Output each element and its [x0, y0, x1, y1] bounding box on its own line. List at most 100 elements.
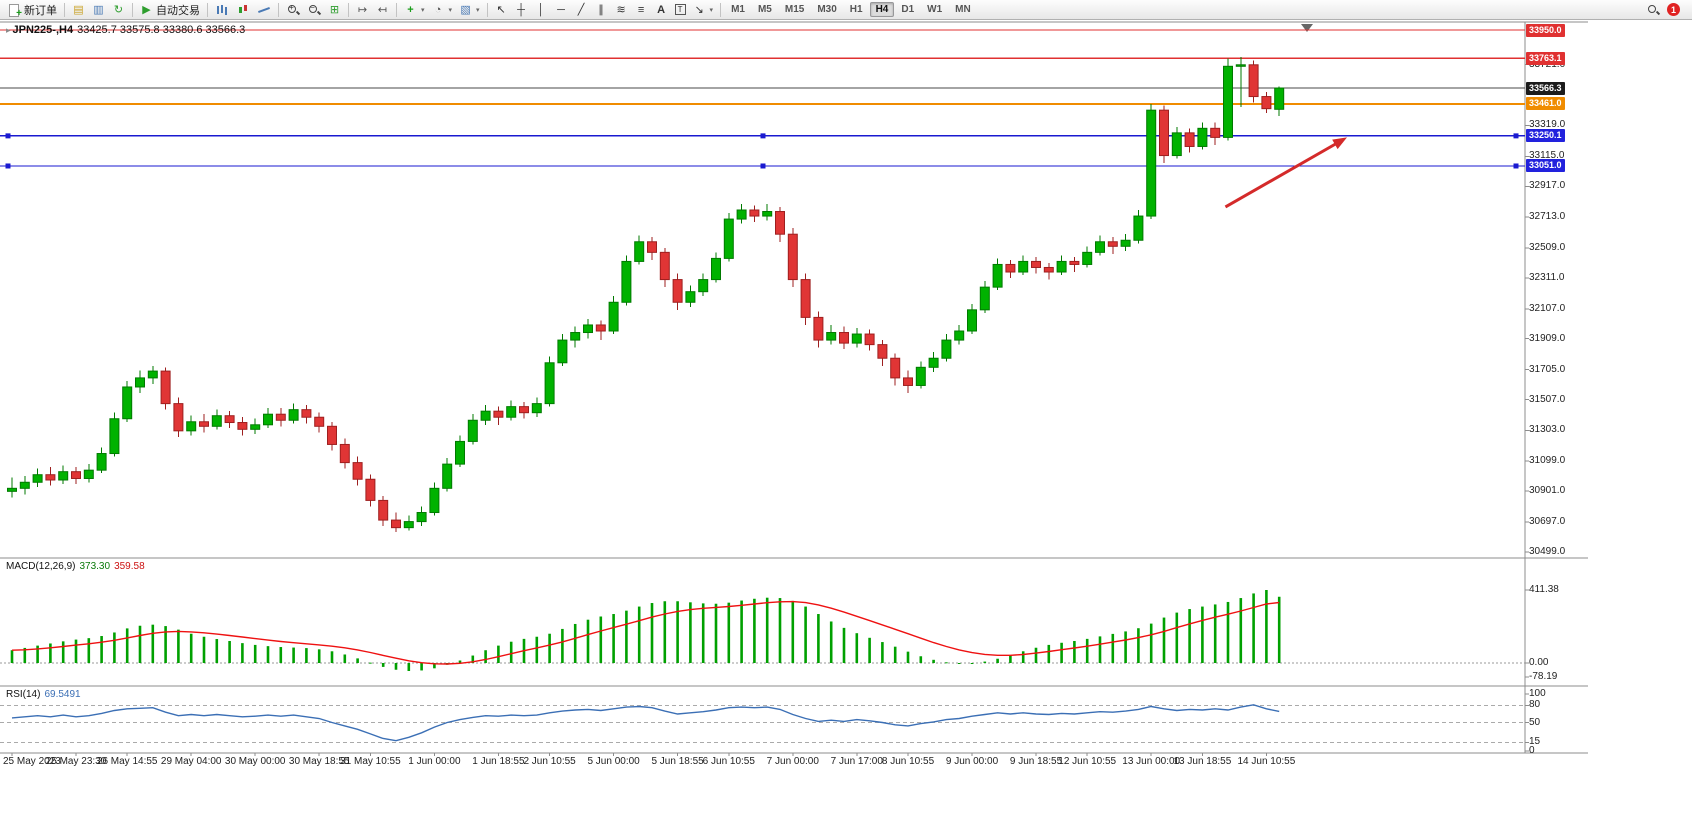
timeframe-h1-button[interactable]: H1	[849, 4, 863, 15]
macd-bar	[945, 662, 948, 664]
timeframe-m15-button[interactable]: M15	[784, 4, 805, 15]
macd-bar	[689, 602, 692, 663]
text-button[interactable]: A	[652, 1, 671, 19]
macd-bar	[433, 663, 436, 669]
text-label-button[interactable]: T	[672, 1, 689, 19]
price-tick-label: 31099.0	[1529, 455, 1566, 467]
fibonacci-button[interactable]: ≋	[612, 1, 631, 19]
horizontal-line-button[interactable]: ─	[552, 1, 571, 19]
timeframe-m1-button[interactable]: M1	[731, 4, 745, 15]
line-chart-type-button[interactable]	[254, 1, 274, 19]
line-handle[interactable]	[5, 133, 11, 139]
macd-bar	[279, 647, 283, 663]
macd-histogram	[10, 590, 1281, 671]
arrow-tools-button[interactable]: ↘ ▾	[690, 1, 717, 19]
macd-bar	[1162, 617, 1166, 663]
candle-body	[263, 413, 273, 426]
bar-chart-type-icon	[215, 3, 229, 17]
channel-button[interactable]: ∥	[592, 1, 611, 19]
macd-bar	[215, 639, 219, 663]
cursor-button[interactable]: ↖	[492, 1, 511, 19]
line-handle[interactable]	[760, 163, 766, 169]
timeframe-m5-button[interactable]: M5	[757, 4, 772, 15]
macd-bar	[970, 663, 974, 664]
time-axis-label: 30 May 00:00	[224, 756, 286, 767]
macd-bar	[177, 629, 180, 663]
tile-windows-button[interactable]: ⊞	[325, 1, 344, 19]
notification-badge[interactable]: 1	[1667, 3, 1680, 16]
line-handle[interactable]	[760, 133, 766, 139]
candle-body	[467, 419, 478, 442]
vertical-line-icon: │	[537, 3, 545, 16]
auto-trading-button[interactable]: ▶ 自动交易	[137, 1, 203, 19]
macd-bar	[1213, 604, 1217, 663]
dropdown-caret-icon: ▾	[421, 6, 425, 14]
trend-arrow-head[interactable]	[1332, 137, 1347, 150]
periods-button[interactable]: ◔ ▾	[429, 1, 456, 19]
templates-icon: ▧	[460, 3, 471, 16]
toolbar-separator	[720, 2, 722, 17]
macd-bar	[484, 650, 487, 663]
candle-body	[211, 415, 222, 427]
toolbar-separator	[64, 2, 65, 17]
macd-bar	[906, 651, 910, 663]
macd-bar	[420, 663, 423, 671]
timeframe-w1-button[interactable]: W1	[927, 4, 943, 15]
refresh-button[interactable]: ↻	[109, 1, 128, 19]
candle-body	[915, 366, 926, 386]
line-handle[interactable]	[1513, 133, 1519, 139]
new-order-label: 新订单	[24, 4, 57, 17]
trend-arrow[interactable]	[1224, 139, 1343, 209]
crosshair-button[interactable]: ┼	[512, 1, 531, 19]
macd-bar	[138, 625, 142, 663]
candle-body	[608, 301, 619, 332]
line-handle[interactable]	[5, 163, 11, 169]
candle-body	[403, 521, 414, 529]
chart-profile-button[interactable]: ▤	[69, 1, 88, 19]
timeframe-mn-button[interactable]: MN	[955, 4, 971, 15]
candle-chart-type-button[interactable]	[233, 1, 253, 19]
macd-bar	[881, 642, 884, 663]
timeframe-m30-button[interactable]: M30	[817, 4, 837, 15]
chart-shift-button[interactable]: ↤	[373, 1, 392, 19]
fibonacci-icon: ≋	[616, 3, 626, 16]
rsi-scale-label: 50	[1529, 716, 1541, 728]
candle-body	[275, 413, 286, 421]
market-watch-button[interactable]: ▥	[89, 1, 108, 19]
auto-scroll-button[interactable]: ↦	[353, 1, 372, 19]
timeframe-h4-button[interactable]: H4	[869, 2, 895, 17]
refresh-icon: ↻	[113, 3, 124, 16]
zoom-out-button[interactable]: −	[304, 1, 324, 19]
candle-body	[954, 330, 965, 341]
time-axis-label: 25 May 23:30	[45, 756, 107, 767]
candle-body	[595, 324, 606, 332]
timeframe-d1-button[interactable]: D1	[901, 4, 915, 15]
zoom-out-sign: −	[310, 2, 315, 12]
objects-button[interactable]: ≡	[632, 1, 651, 19]
candle-body	[647, 241, 657, 253]
indicators-list-button[interactable]: + ▾	[401, 1, 428, 19]
bar-chart-type-button[interactable]	[212, 1, 232, 19]
dropdown-caret-icon: ▾	[709, 6, 714, 14]
search-icon[interactable]	[1646, 3, 1660, 17]
candle-body	[71, 471, 81, 479]
macd-bar	[87, 638, 91, 663]
cursor-icon: ↖	[496, 3, 506, 16]
templates-button[interactable]: ▧ ▾	[456, 1, 483, 19]
zoom-in-button[interactable]: +	[283, 1, 303, 19]
trendline-button[interactable]: ╱	[572, 1, 591, 19]
candle-body	[1248, 64, 1259, 98]
candle-body	[19, 481, 30, 489]
line-handle[interactable]	[1513, 163, 1519, 169]
candle-body	[711, 257, 721, 281]
candle-body	[1056, 260, 1067, 273]
macd-bar	[1226, 601, 1230, 663]
macd-bar	[791, 600, 795, 663]
chart-shift-icon: ↤	[377, 3, 388, 16]
candle-body	[903, 377, 913, 386]
one-click-trading-icon[interactable]: ▸	[6, 25, 11, 35]
vertical-line-button[interactable]: │	[532, 1, 551, 19]
new-order-button[interactable]: 新订单	[4, 1, 60, 19]
candle-body	[1210, 127, 1221, 138]
